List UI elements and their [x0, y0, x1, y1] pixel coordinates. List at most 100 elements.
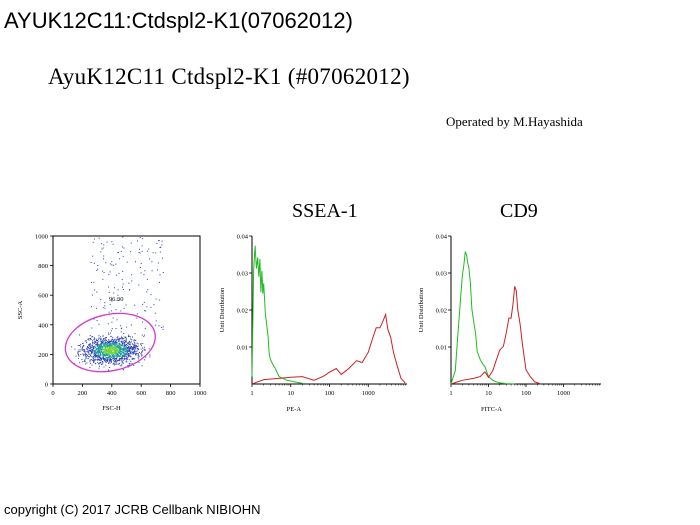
event-dot: [122, 349, 124, 351]
event-dot: [108, 292, 110, 293]
event-dot: [114, 355, 116, 356]
event-dot: [138, 361, 140, 363]
gate-ellipse: [64, 312, 156, 373]
event-dot: [151, 261, 153, 263]
event-dot: [101, 248, 103, 250]
event-dot: [133, 344, 135, 346]
event-dot: [117, 294, 119, 296]
event-dot: [82, 342, 84, 344]
event-dot: [100, 350, 102, 352]
event-dot: [109, 362, 111, 364]
event-dot: [100, 336, 102, 338]
event-dot: [117, 348, 119, 350]
event-dot: [112, 352, 114, 354]
x-tick-label: 800: [166, 390, 176, 397]
event-dot: [109, 343, 110, 345]
event-dot: [121, 338, 123, 340]
event-dot: [102, 357, 104, 359]
event-dot: [124, 345, 125, 346]
event-dot: [102, 278, 104, 280]
event-dot: [112, 341, 114, 343]
event-dot: [133, 364, 135, 366]
event-dot: [94, 350, 96, 352]
event-dot: [93, 355, 95, 357]
event-dot: [114, 364, 115, 366]
event-dot: [111, 356, 113, 358]
event-dot: [108, 340, 110, 342]
event-dot: [153, 304, 155, 306]
event-dot: [107, 354, 109, 356]
event-dot: [125, 359, 127, 361]
event-dot: [125, 353, 127, 354]
event-dot: [118, 345, 120, 346]
event-dot: [119, 356, 120, 358]
event-dot: [123, 352, 125, 354]
event-dot: [105, 343, 107, 345]
event-dot: [115, 353, 116, 355]
event-dot: [106, 355, 108, 356]
event-dot: [106, 342, 108, 344]
event-dot: [127, 344, 129, 346]
event-dot: [116, 342, 118, 344]
event-dot: [101, 344, 103, 346]
event-dot: [102, 363, 104, 365]
event-dot: [140, 352, 142, 354]
event-dot: [130, 356, 132, 358]
event-dot: [125, 344, 127, 345]
event-dot: [141, 351, 143, 353]
event-dot: [104, 346, 106, 348]
event-dot: [125, 351, 127, 353]
event-dot: [132, 346, 133, 348]
event-dot: [121, 363, 123, 365]
event-dot: [132, 353, 134, 355]
event-dot: [104, 345, 106, 347]
event-dot: [118, 358, 120, 360]
event-dot: [119, 362, 121, 364]
event-dot: [125, 341, 127, 343]
event-dot: [122, 368, 124, 370]
event-dot: [83, 345, 84, 347]
event-dot: [107, 350, 109, 352]
event-dot: [147, 289, 149, 291]
event-dot: [100, 339, 102, 341]
event-dot: [125, 353, 127, 355]
event-dot: [88, 356, 89, 358]
event-dot: [129, 364, 131, 366]
histogram-panel-cd9: 1 10 100 1000 0.01 0.02 0.03 0.04 FITC-A Unit Dis…: [418, 234, 601, 413]
event-dot: [135, 346, 137, 348]
event-dot: [122, 286, 123, 288]
event-dot: [139, 351, 140, 353]
event-dot: [103, 339, 105, 341]
event-dot: [108, 274, 110, 276]
event-dot: [97, 338, 99, 340]
event-dot: [111, 350, 113, 352]
event-dots: [71, 236, 164, 371]
event-dot: [120, 345, 122, 346]
event-dot: [141, 345, 142, 347]
event-dot: [122, 356, 124, 358]
event-dot: [114, 287, 115, 289]
event-dot: [113, 354, 115, 356]
event-dot: [103, 354, 105, 356]
event-dot: [109, 347, 111, 349]
event-dot: [149, 356, 151, 358]
event-dot: [119, 365, 121, 367]
event-dot: [119, 338, 121, 340]
event-dot: [97, 351, 99, 353]
event-dot: [90, 262, 92, 263]
event-dot: [137, 345, 139, 347]
event-dot: [96, 340, 97, 341]
event-dot: [91, 352, 93, 354]
event-dot: [74, 348, 76, 350]
event-dot: [126, 361, 128, 363]
event-dot: [93, 352, 95, 354]
event-dot: [80, 346, 82, 348]
event-dot: [92, 336, 94, 337]
event-dot: [110, 340, 112, 342]
event-dot: [87, 352, 89, 354]
event-dot: [108, 349, 110, 351]
event-dot: [103, 348, 105, 350]
event-dot: [105, 338, 107, 340]
event-dot: [132, 348, 134, 350]
event-dot: [101, 340, 103, 342]
